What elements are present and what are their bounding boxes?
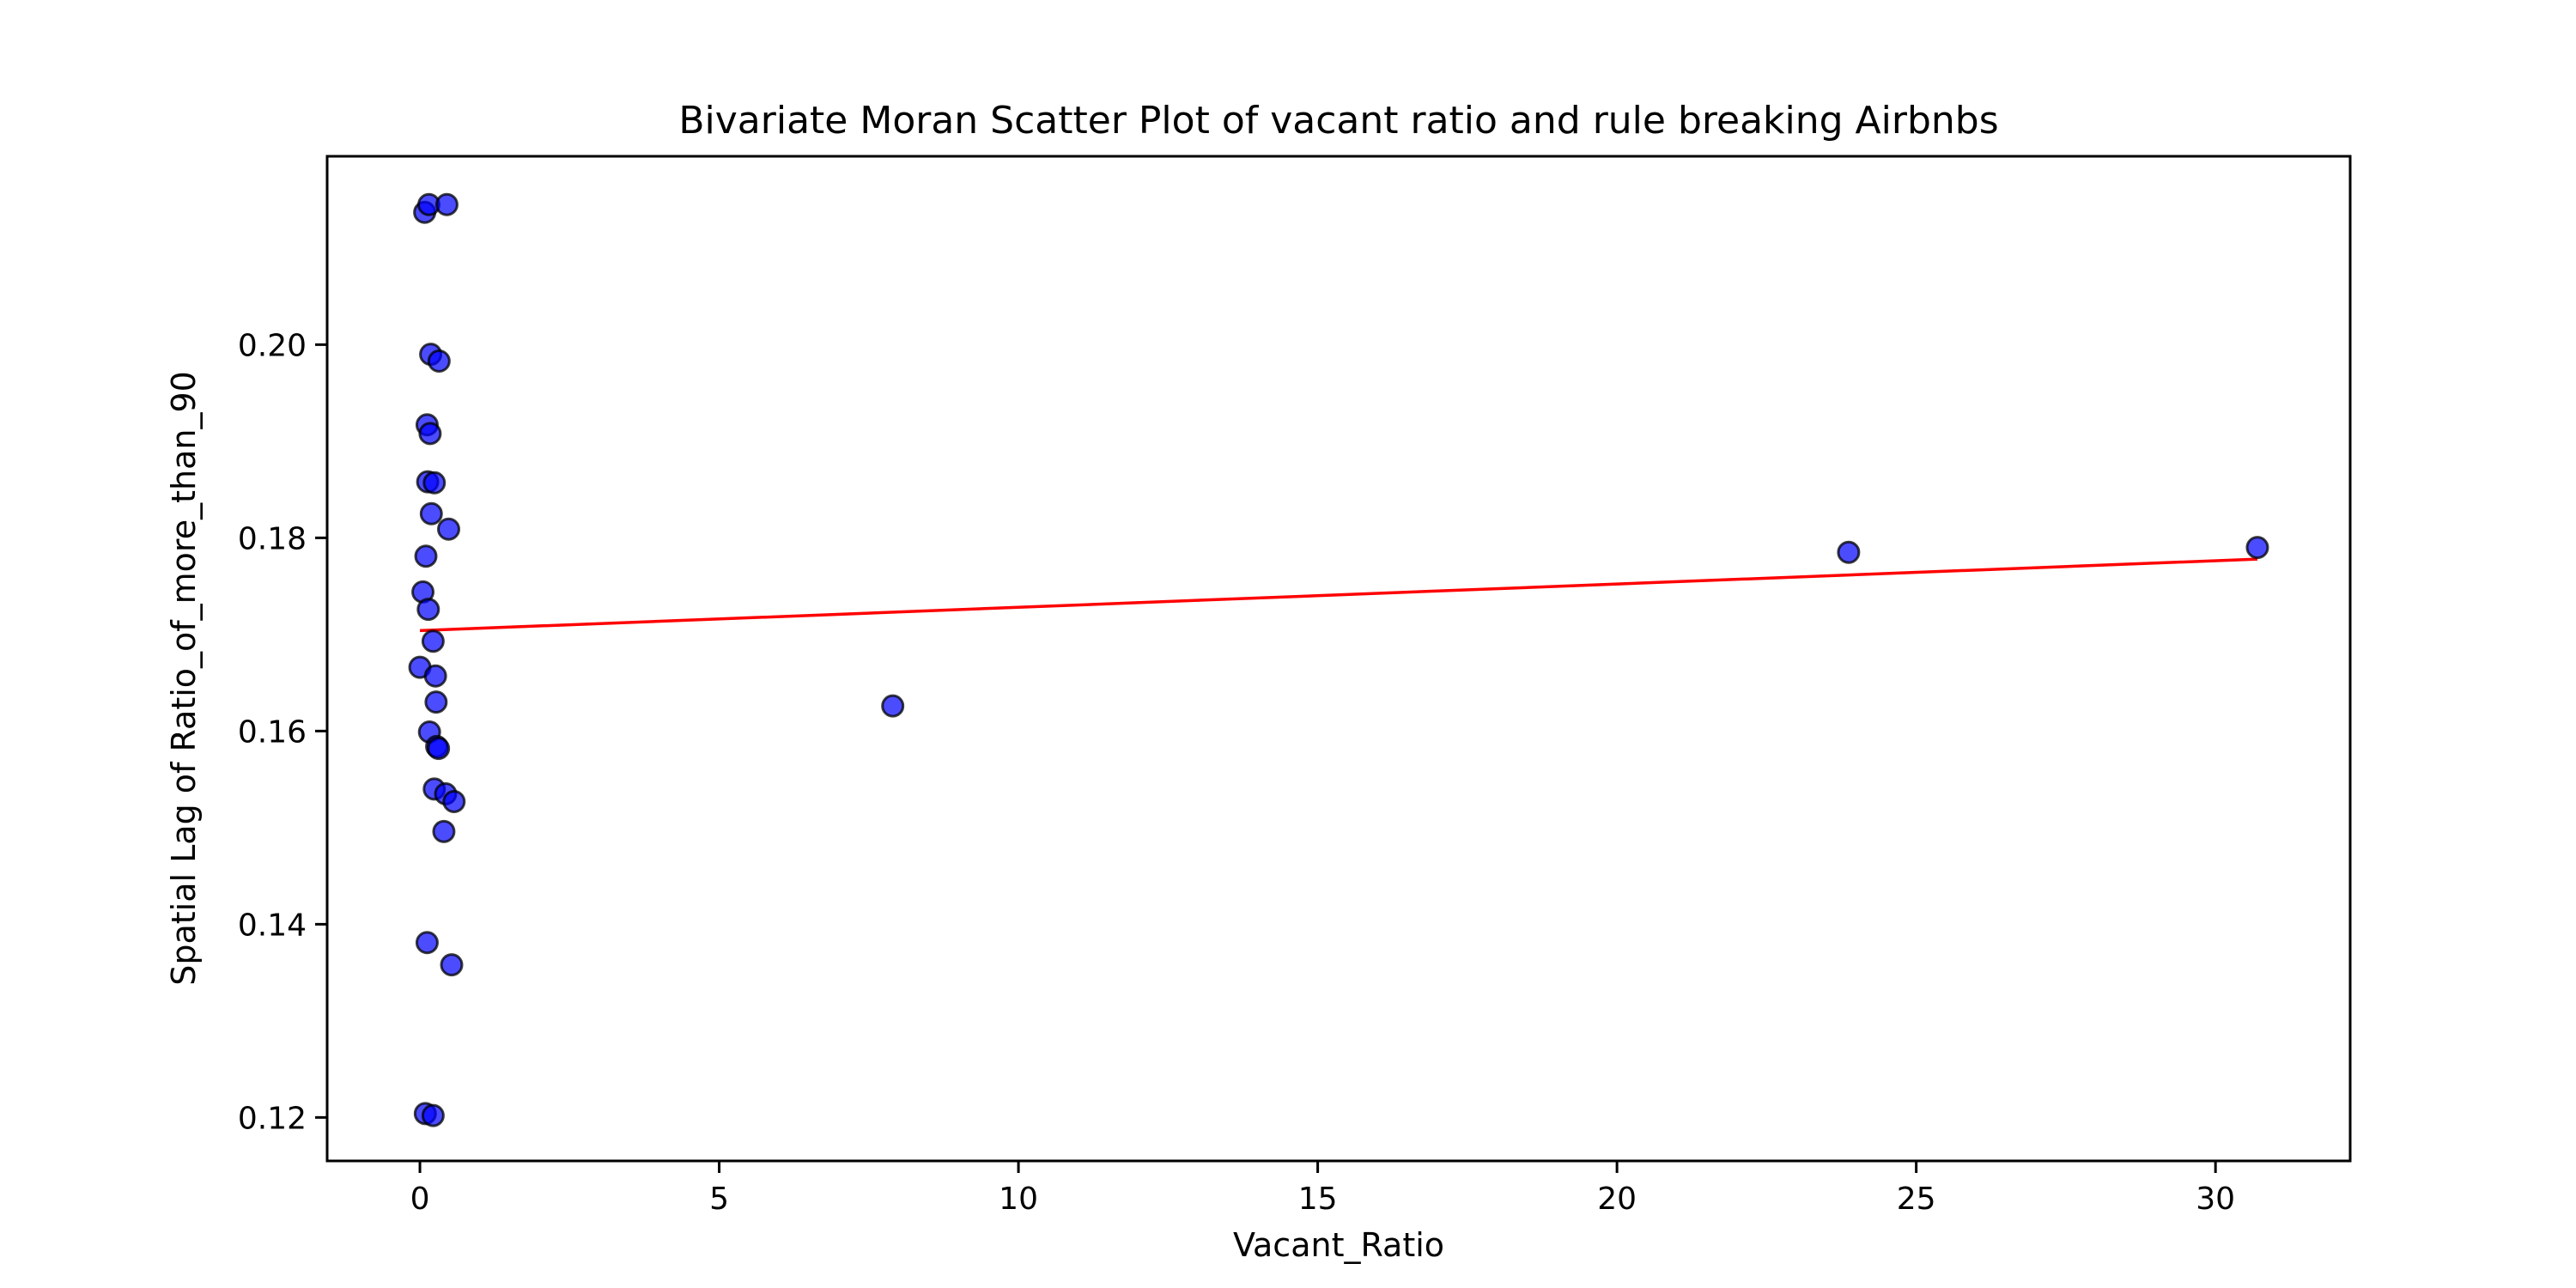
data-point [421, 1103, 445, 1127]
data-point [436, 517, 460, 541]
chart-title: Bivariate Moran Scatter Plot of vacant r… [678, 99, 1998, 143]
data-point [414, 544, 438, 568]
regression-line [419, 557, 2258, 633]
data-point [434, 192, 459, 216]
data-point [422, 471, 447, 495]
data-point [432, 819, 456, 843]
x-tick-label: 30 [2196, 1182, 2235, 1217]
data-point [418, 422, 442, 446]
plot-area-frame [325, 155, 2352, 1163]
y-axis-label: Spatial Lag of Ratio_of_more_than_90 [165, 371, 203, 986]
data-point [881, 694, 905, 718]
y-tick-label: 0.14 [238, 908, 307, 943]
regression-line-layer [419, 557, 2258, 633]
data-point [423, 664, 447, 688]
y-tick-label: 0.20 [238, 328, 307, 363]
x-axis-label: Vacant_Ratio [1233, 1226, 1444, 1264]
y-tick-label: 0.12 [238, 1101, 307, 1136]
y-tick-label: 0.16 [238, 714, 307, 750]
x-tick-label: 10 [999, 1182, 1038, 1217]
data-point [440, 953, 464, 977]
x-tick-label: 15 [1298, 1182, 1338, 1217]
data-point [421, 629, 445, 653]
axis-ticks: 0 5 10 15 20 25 30 0.12 0.14 0.16 0.18 0.20 [238, 328, 2235, 1217]
scatter-points [408, 192, 2269, 1127]
data-point [427, 349, 451, 373]
data-point [424, 690, 448, 714]
y-tick-label: 0.18 [238, 521, 307, 556]
x-tick-label: 5 [709, 1182, 729, 1217]
data-point [415, 931, 439, 955]
data-point [1837, 540, 1861, 564]
x-tick-label: 25 [1897, 1182, 1936, 1217]
x-tick-label: 20 [1597, 1182, 1637, 1217]
data-point [2245, 536, 2269, 560]
data-point [419, 501, 443, 526]
x-tick-label: 0 [410, 1182, 430, 1217]
data-point [416, 598, 440, 622]
data-point [427, 737, 451, 761]
data-point [442, 790, 466, 813]
